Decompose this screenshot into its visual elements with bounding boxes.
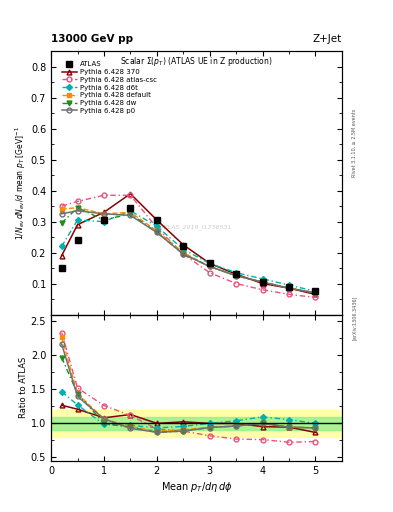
- Y-axis label: $1/N_{ev}\,dN_{ev}/d$ mean $p_T$ [GeV]$^{-1}$: $1/N_{ev}\,dN_{ev}/d$ mean $p_T$ [GeV]$^…: [14, 126, 28, 240]
- Y-axis label: Ratio to ATLAS: Ratio to ATLAS: [19, 357, 28, 418]
- Text: Rivet 3.1.10, ≥ 2.5M events: Rivet 3.1.10, ≥ 2.5M events: [352, 109, 357, 178]
- Text: ATLAS_2019_I1736531: ATLAS_2019_I1736531: [161, 225, 232, 230]
- Text: [arXiv:1306.3436]: [arXiv:1306.3436]: [352, 295, 357, 339]
- Bar: [51, 410, 342, 437]
- Text: 13000 GeV pp: 13000 GeV pp: [51, 33, 133, 44]
- Bar: [51, 417, 342, 430]
- Text: Z+Jet: Z+Jet: [313, 33, 342, 44]
- X-axis label: Mean $p_T/d\eta\,d\phi$: Mean $p_T/d\eta\,d\phi$: [161, 480, 232, 494]
- Text: Scalar $\Sigma(p_{T})$ (ATLAS UE in Z production): Scalar $\Sigma(p_{T})$ (ATLAS UE in Z pr…: [120, 55, 273, 68]
- Legend: ATLAS, Pythia 6.428 370, Pythia 6.428 atlas-csc, Pythia 6.428 d6t, Pythia 6.428 : ATLAS, Pythia 6.428 370, Pythia 6.428 at…: [61, 60, 158, 115]
